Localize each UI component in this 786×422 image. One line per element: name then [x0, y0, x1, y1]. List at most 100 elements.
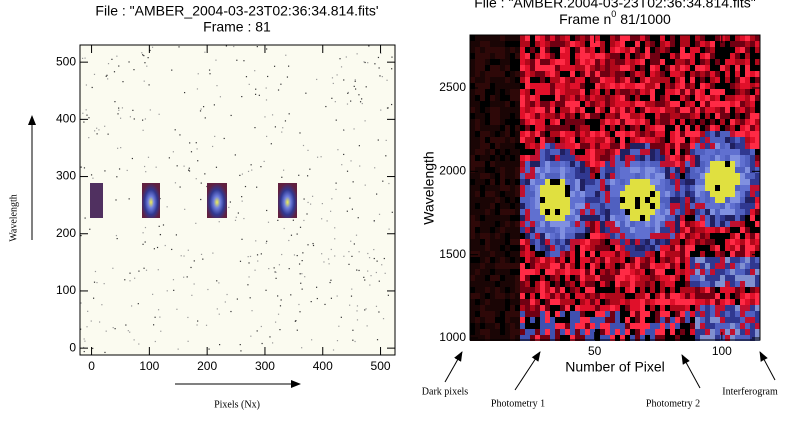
pixel	[610, 71, 615, 77]
pixel	[595, 299, 600, 305]
noise-pixel	[187, 276, 188, 277]
pixel	[570, 113, 575, 119]
pixel	[645, 113, 650, 119]
pixel	[640, 173, 645, 179]
pixel	[675, 221, 680, 227]
pixel	[560, 311, 565, 317]
pixel	[485, 287, 490, 293]
pixel	[595, 53, 600, 59]
noise-pixel	[156, 167, 157, 168]
pixel	[525, 47, 530, 53]
pixel	[485, 71, 490, 77]
pixel	[505, 209, 510, 215]
noise-pixel	[145, 118, 146, 119]
noise-pixel	[328, 258, 329, 259]
pixel	[750, 125, 755, 131]
noise-pixel	[255, 89, 256, 90]
pixel	[660, 233, 665, 239]
pixel	[700, 131, 705, 137]
pixel	[555, 251, 560, 257]
pixel	[470, 251, 475, 257]
pixel	[690, 191, 695, 197]
noise-pixel	[369, 284, 370, 285]
pixel	[495, 101, 500, 107]
pixel	[565, 65, 570, 71]
pixel	[620, 101, 625, 107]
pixel	[555, 131, 560, 137]
pixel	[540, 221, 545, 227]
noise-pixel	[189, 142, 190, 143]
pixel	[580, 209, 585, 215]
pixel	[650, 245, 655, 251]
pixel	[710, 119, 715, 125]
pixel	[490, 233, 495, 239]
pixel	[525, 233, 530, 239]
pixel	[475, 35, 480, 41]
pixel	[660, 173, 665, 179]
pixel	[735, 317, 740, 323]
pixel	[590, 131, 595, 137]
pixel	[605, 227, 610, 233]
pixel	[560, 131, 565, 137]
pixel	[540, 305, 545, 311]
pixel	[710, 299, 715, 305]
pixel	[725, 65, 730, 71]
pixel	[660, 149, 665, 155]
spectrum-region	[207, 183, 227, 218]
pixel	[490, 161, 495, 167]
pixel	[690, 221, 695, 227]
pixel	[490, 41, 495, 47]
pixel	[470, 137, 475, 143]
pixel	[475, 305, 480, 311]
pixel	[690, 143, 695, 149]
pixel	[715, 179, 720, 185]
pixel	[620, 179, 625, 185]
pixel	[680, 299, 685, 305]
noise-pixel	[112, 268, 113, 269]
pixel	[690, 233, 695, 239]
noise-pixel	[334, 238, 335, 239]
pixel	[695, 281, 700, 287]
pixel	[555, 185, 560, 191]
pixel	[700, 197, 705, 203]
pixel	[520, 317, 525, 323]
pixel	[610, 323, 615, 329]
pixel	[650, 173, 655, 179]
pixel	[755, 281, 760, 287]
pixel	[710, 65, 715, 71]
pixel	[720, 257, 725, 263]
pixel	[635, 257, 640, 263]
pixel	[470, 209, 475, 215]
pixel	[630, 35, 635, 41]
pixel	[700, 263, 705, 269]
pixel	[645, 281, 650, 287]
noise-pixel	[290, 294, 291, 295]
pixel	[560, 269, 565, 275]
pixel	[685, 119, 690, 125]
pixel	[520, 239, 525, 245]
pixel	[655, 299, 660, 305]
pixel	[635, 41, 640, 47]
pixel	[620, 125, 625, 131]
pixel	[505, 149, 510, 155]
pixel	[475, 191, 480, 197]
pixel	[695, 101, 700, 107]
pixel	[600, 71, 605, 77]
pixel	[485, 203, 490, 209]
pixel	[615, 245, 620, 251]
pixel	[630, 185, 635, 191]
noise-pixel	[131, 305, 132, 306]
pixel	[485, 251, 490, 257]
pixel	[580, 287, 585, 293]
pixel	[535, 137, 540, 143]
pixel	[495, 119, 500, 125]
pixel	[605, 311, 610, 317]
pixel	[570, 239, 575, 245]
pixel	[500, 119, 505, 125]
pixel	[705, 251, 710, 257]
pixel	[540, 71, 545, 77]
pixel	[505, 245, 510, 251]
pixel	[515, 323, 520, 329]
pixel	[750, 191, 755, 197]
pixel	[660, 89, 665, 95]
